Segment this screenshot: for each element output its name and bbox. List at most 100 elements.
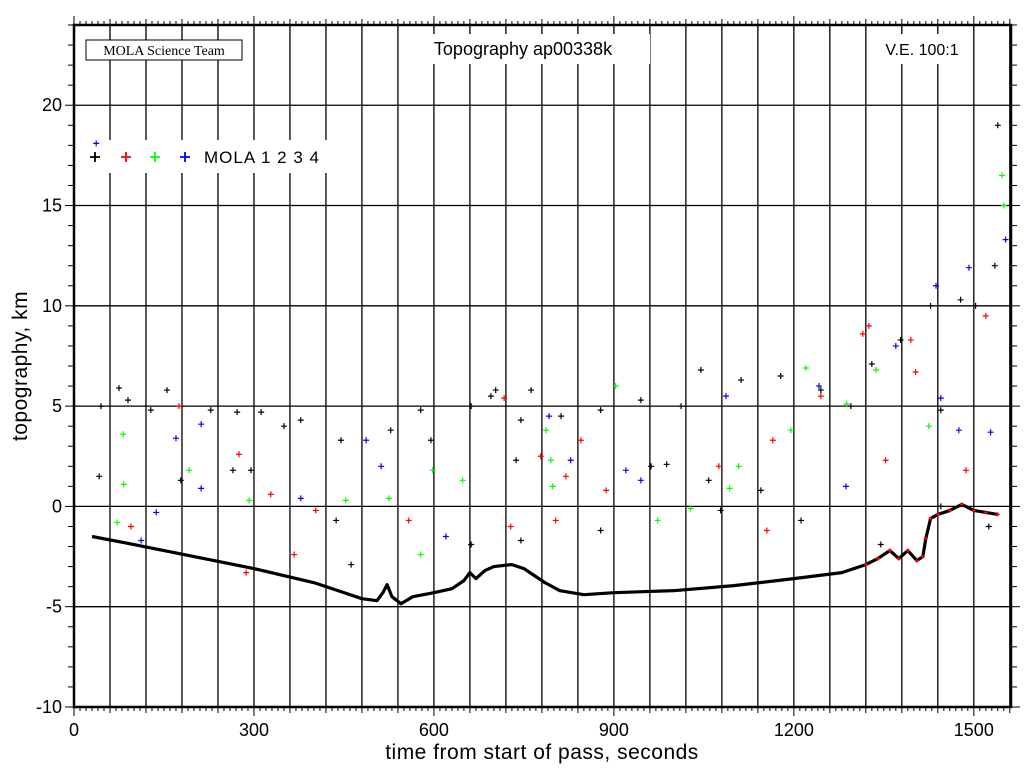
data-point (385, 495, 392, 502)
data-point (897, 336, 904, 343)
data-point (552, 517, 559, 524)
data-point (297, 417, 304, 424)
profile-red-mark (971, 508, 976, 513)
y-tick-label: 0 (52, 496, 62, 516)
data-point (163, 387, 170, 394)
data-point (637, 477, 644, 484)
data-point (417, 551, 424, 558)
data-point (877, 541, 884, 548)
legend-marker-mola-4 (180, 152, 190, 162)
data-point (198, 421, 205, 428)
data-point (865, 322, 872, 329)
data-point (115, 385, 122, 392)
data-point (597, 407, 604, 414)
data-point (312, 507, 319, 514)
data-point (991, 262, 998, 269)
data-point (654, 517, 661, 524)
data-point (907, 336, 914, 343)
data-point (246, 497, 253, 504)
profile-red-mark (928, 516, 933, 521)
data-point (816, 383, 823, 390)
data-point (507, 523, 514, 530)
profile-red-mark (983, 510, 988, 515)
data-point (1002, 236, 1009, 243)
data-point (492, 387, 499, 394)
x-tick-label: 900 (599, 720, 629, 740)
data-point (501, 395, 508, 402)
tick-labels: 0 300 600 900 1200 1500 -10 -5 0 5 10 15 20 (36, 95, 994, 740)
data-point (937, 395, 944, 402)
data-point (120, 431, 127, 438)
data-point (868, 360, 875, 367)
data-point (363, 437, 370, 444)
profile-red-mark (920, 554, 925, 559)
data-point (537, 453, 544, 460)
data-point (247, 467, 254, 474)
legend-marker-mola-2 (121, 152, 131, 162)
data-point (175, 403, 182, 410)
data-point (763, 527, 770, 534)
title-background (400, 34, 650, 64)
data-point (726, 485, 733, 492)
data-point (648, 463, 655, 470)
data-point (697, 367, 704, 374)
data-point (777, 373, 784, 380)
data-point (817, 387, 824, 394)
data-point (229, 467, 236, 474)
profile-red-mark (959, 502, 964, 507)
ground-profile (91, 502, 1000, 606)
data-point (597, 527, 604, 534)
data-point (147, 407, 154, 414)
data-point (342, 497, 349, 504)
grid-lines (74, 25, 1011, 707)
y-tick-label: 15 (42, 196, 62, 216)
data-point (549, 483, 556, 490)
data-point (847, 403, 854, 410)
data-point (567, 457, 574, 464)
x-tick-label: 0 (69, 720, 79, 740)
data-point (172, 435, 179, 442)
data-point (258, 409, 265, 416)
data-point (562, 473, 569, 480)
data-point (955, 427, 962, 434)
y-tick-label: 10 (42, 296, 62, 316)
data-point (198, 485, 205, 492)
data-point (873, 367, 880, 374)
x-tick-label: 600 (419, 720, 449, 740)
profile-red-mark (923, 536, 928, 541)
data-point (547, 457, 554, 464)
data-points (93, 122, 1009, 576)
data-point (387, 427, 394, 434)
data-point (1000, 202, 1007, 209)
data-point (738, 377, 745, 384)
data-point (987, 429, 994, 436)
data-point (517, 417, 524, 424)
profile-red-mark (995, 512, 1000, 517)
data-point (817, 393, 824, 400)
data-point (127, 523, 134, 530)
data-point (243, 569, 250, 576)
data-point (994, 122, 1001, 129)
credit-label: MOLA Science Team (103, 44, 225, 59)
data-point (177, 477, 184, 484)
legend: MOLA 1 2 3 4 (90, 148, 319, 167)
data-point (517, 537, 524, 544)
x-tick-label: 300 (239, 720, 269, 740)
data-point (927, 302, 934, 309)
profile-red-mark (875, 556, 880, 561)
credit-box (85, 39, 243, 61)
profile-red-mark (914, 558, 919, 563)
data-point (546, 413, 553, 420)
data-point (787, 427, 794, 434)
data-point (678, 403, 685, 410)
data-point (291, 551, 298, 558)
vertical-exaggeration: V.E. 100:1 (885, 42, 958, 59)
data-point (124, 397, 131, 404)
data-point (297, 495, 304, 502)
profile-red-mark (935, 512, 940, 517)
data-point (114, 519, 121, 526)
data-point (543, 427, 550, 434)
data-point (999, 172, 1005, 179)
data-point (442, 533, 449, 540)
data-point (235, 451, 242, 458)
